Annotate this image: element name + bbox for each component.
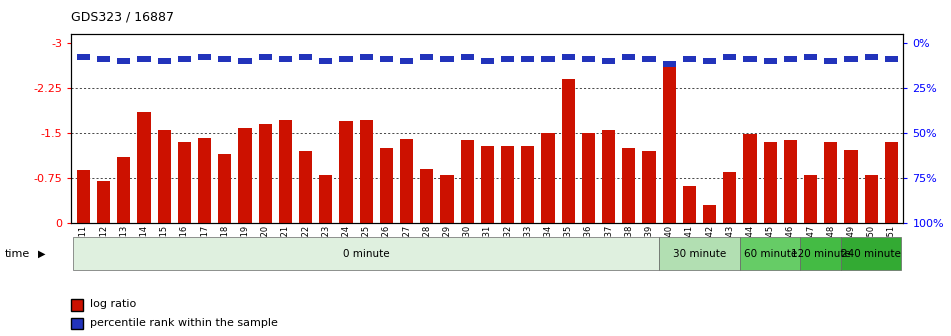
Bar (239, 128, 252, 223)
Bar (541, 133, 554, 223)
Bar (299, 54, 312, 60)
Bar (784, 56, 797, 62)
Bar (582, 56, 595, 62)
Bar (219, 56, 231, 62)
Bar (440, 56, 454, 62)
Text: GDS323 / 16887: GDS323 / 16887 (71, 10, 174, 23)
Text: log ratio: log ratio (90, 299, 137, 309)
Bar (320, 58, 332, 64)
Bar (259, 54, 272, 60)
Bar (864, 175, 878, 223)
Bar (340, 56, 353, 62)
Bar (299, 151, 312, 223)
Bar (825, 142, 837, 223)
Bar (239, 58, 252, 64)
Bar (279, 120, 292, 223)
Bar (97, 181, 110, 223)
Bar (198, 54, 211, 60)
Bar (138, 56, 150, 62)
Bar (825, 58, 837, 64)
Bar (562, 79, 574, 223)
Bar (541, 56, 554, 62)
Bar (379, 56, 393, 62)
Bar (764, 142, 777, 223)
Text: 60 minute: 60 minute (744, 249, 797, 259)
Bar (683, 56, 696, 62)
Bar (663, 61, 676, 67)
Bar (178, 56, 191, 62)
Bar (784, 140, 797, 223)
Bar (400, 58, 413, 64)
Text: percentile rank within the sample: percentile rank within the sample (90, 318, 279, 328)
Bar (460, 140, 474, 223)
Bar (501, 146, 514, 223)
Bar (178, 142, 191, 223)
Bar (219, 154, 231, 223)
Bar (97, 56, 110, 62)
Bar (340, 121, 353, 223)
Text: 30 minute: 30 minute (673, 249, 726, 259)
Bar (440, 175, 454, 223)
Bar (804, 175, 817, 223)
Bar (602, 58, 615, 64)
Bar (659, 237, 740, 270)
Bar (359, 54, 373, 60)
Bar (198, 138, 211, 223)
Bar (844, 150, 858, 223)
Bar (740, 237, 801, 270)
Bar (158, 130, 171, 223)
Bar (804, 54, 817, 60)
Bar (117, 157, 130, 223)
Bar (801, 237, 841, 270)
Bar (77, 54, 90, 60)
Bar (521, 146, 534, 223)
Bar (158, 58, 171, 64)
Bar (420, 169, 434, 223)
Bar (643, 151, 655, 223)
Bar (481, 146, 494, 223)
Text: 240 minute: 240 minute (842, 249, 901, 259)
Text: ▶: ▶ (38, 249, 46, 259)
Bar (73, 237, 659, 270)
Text: 120 minute: 120 minute (790, 249, 850, 259)
Bar (379, 148, 393, 223)
Bar (683, 186, 696, 223)
Bar (764, 58, 777, 64)
Bar (703, 205, 716, 223)
Bar (622, 54, 635, 60)
Bar (723, 172, 736, 223)
Bar (117, 58, 130, 64)
Bar (400, 139, 413, 223)
Bar (481, 58, 494, 64)
Bar (138, 112, 150, 223)
Text: 0 minute: 0 minute (343, 249, 390, 259)
Bar (622, 148, 635, 223)
Bar (460, 54, 474, 60)
Bar (501, 56, 514, 62)
Bar (582, 133, 595, 223)
Bar (359, 120, 373, 223)
Bar (744, 56, 756, 62)
Bar (844, 56, 858, 62)
Bar (864, 54, 878, 60)
Bar (279, 56, 292, 62)
Bar (521, 56, 534, 62)
Bar (663, 61, 676, 223)
Bar (723, 54, 736, 60)
Bar (841, 237, 902, 270)
Bar (562, 54, 574, 60)
Bar (420, 54, 434, 60)
Text: time: time (5, 249, 30, 259)
Bar (744, 134, 756, 223)
Bar (884, 142, 898, 223)
Bar (77, 170, 90, 223)
Bar (320, 175, 332, 223)
Bar (259, 124, 272, 223)
Bar (602, 130, 615, 223)
Bar (884, 56, 898, 62)
Bar (703, 58, 716, 64)
Bar (643, 56, 655, 62)
